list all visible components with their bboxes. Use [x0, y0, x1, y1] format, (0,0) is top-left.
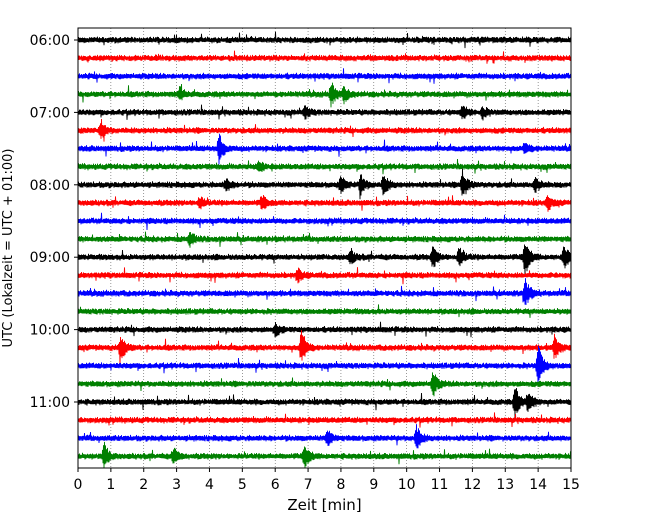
x-tick-label-6: 6	[271, 477, 280, 493]
seismic-trace-11-15	[77, 412, 572, 428]
y-tick-label-09:00: 09:00	[30, 250, 70, 266]
seismic-trace-09-30	[77, 278, 572, 306]
seismic-trace-07-00	[77, 104, 572, 121]
x-tick-label-5: 5	[238, 477, 247, 493]
y-tick-label-10:00: 10:00	[30, 323, 70, 339]
x-tick-label-11: 11	[431, 477, 449, 493]
x-tick-label-1: 1	[106, 477, 115, 493]
seismic-trace-08-00	[77, 168, 572, 200]
y-tick-label-11:00: 11:00	[30, 395, 70, 411]
x-tick-label-7: 7	[304, 477, 313, 493]
seismic-trace-09-45	[77, 304, 572, 318]
seismic-trace-11-45	[77, 441, 572, 469]
seismic-trace-10-45	[77, 372, 572, 397]
y-tick-label-06:00: 06:00	[30, 33, 70, 49]
seismic-trace-06-00	[77, 31, 572, 49]
plot-frame	[77, 27, 572, 469]
x-tick-label-8: 8	[336, 477, 345, 493]
seismic-trace-08-45	[77, 231, 572, 248]
seismic-trace-10-15	[77, 330, 572, 367]
y-axis-ticks: 06:00 07:00 08:00 09:00 10:00 11:00	[30, 33, 78, 411]
seismic-trace-09-15	[77, 267, 572, 285]
x-tick-label-14: 14	[529, 477, 547, 493]
x-tick-label-12: 12	[463, 477, 481, 493]
x-tick-label-4: 4	[205, 477, 214, 493]
x-axis-ticks: 0 1 2 3 4 5 6 7 8 9 10 11 12 13 14 15	[74, 468, 580, 493]
x-axis-title: Zeit [min]	[287, 496, 361, 514]
seismic-trace-07-30	[77, 133, 572, 165]
seismic-trace-10-00	[77, 321, 572, 338]
trace-layer	[77, 31, 572, 469]
seismic-trace-11-00	[77, 388, 572, 418]
seismic-trace-07-45	[77, 158, 572, 175]
x-tick-label-15: 15	[562, 477, 580, 493]
y-axis-title: UTC (Lokalzeit = UTC + 01:00)	[1, 149, 16, 348]
seismic-trace-08-15	[77, 195, 572, 212]
x-tick-label-10: 10	[398, 477, 416, 493]
x-tick-label-2: 2	[139, 477, 148, 493]
seismic-trace-09-00	[77, 244, 572, 277]
x-tick-label-3: 3	[172, 477, 181, 493]
y-tick-label-08:00: 08:00	[30, 178, 70, 194]
x-tick-label-13: 13	[496, 477, 514, 493]
seismic-trace-10-30	[77, 345, 572, 387]
seismic-trace-06-30	[77, 68, 572, 84]
seismic-trace-06-45	[77, 82, 572, 108]
x-tick-label-0: 0	[74, 477, 83, 493]
seismic-trace-06-15	[77, 50, 572, 64]
seismic-trace-07-15	[77, 119, 572, 142]
vertical-grid	[110, 28, 539, 468]
seismic-trace-11-30	[77, 424, 572, 449]
y-tick-label-07:00: 07:00	[30, 105, 70, 121]
x-tick-label-9: 9	[369, 477, 378, 493]
seismic-trace-08-30	[77, 212, 572, 231]
